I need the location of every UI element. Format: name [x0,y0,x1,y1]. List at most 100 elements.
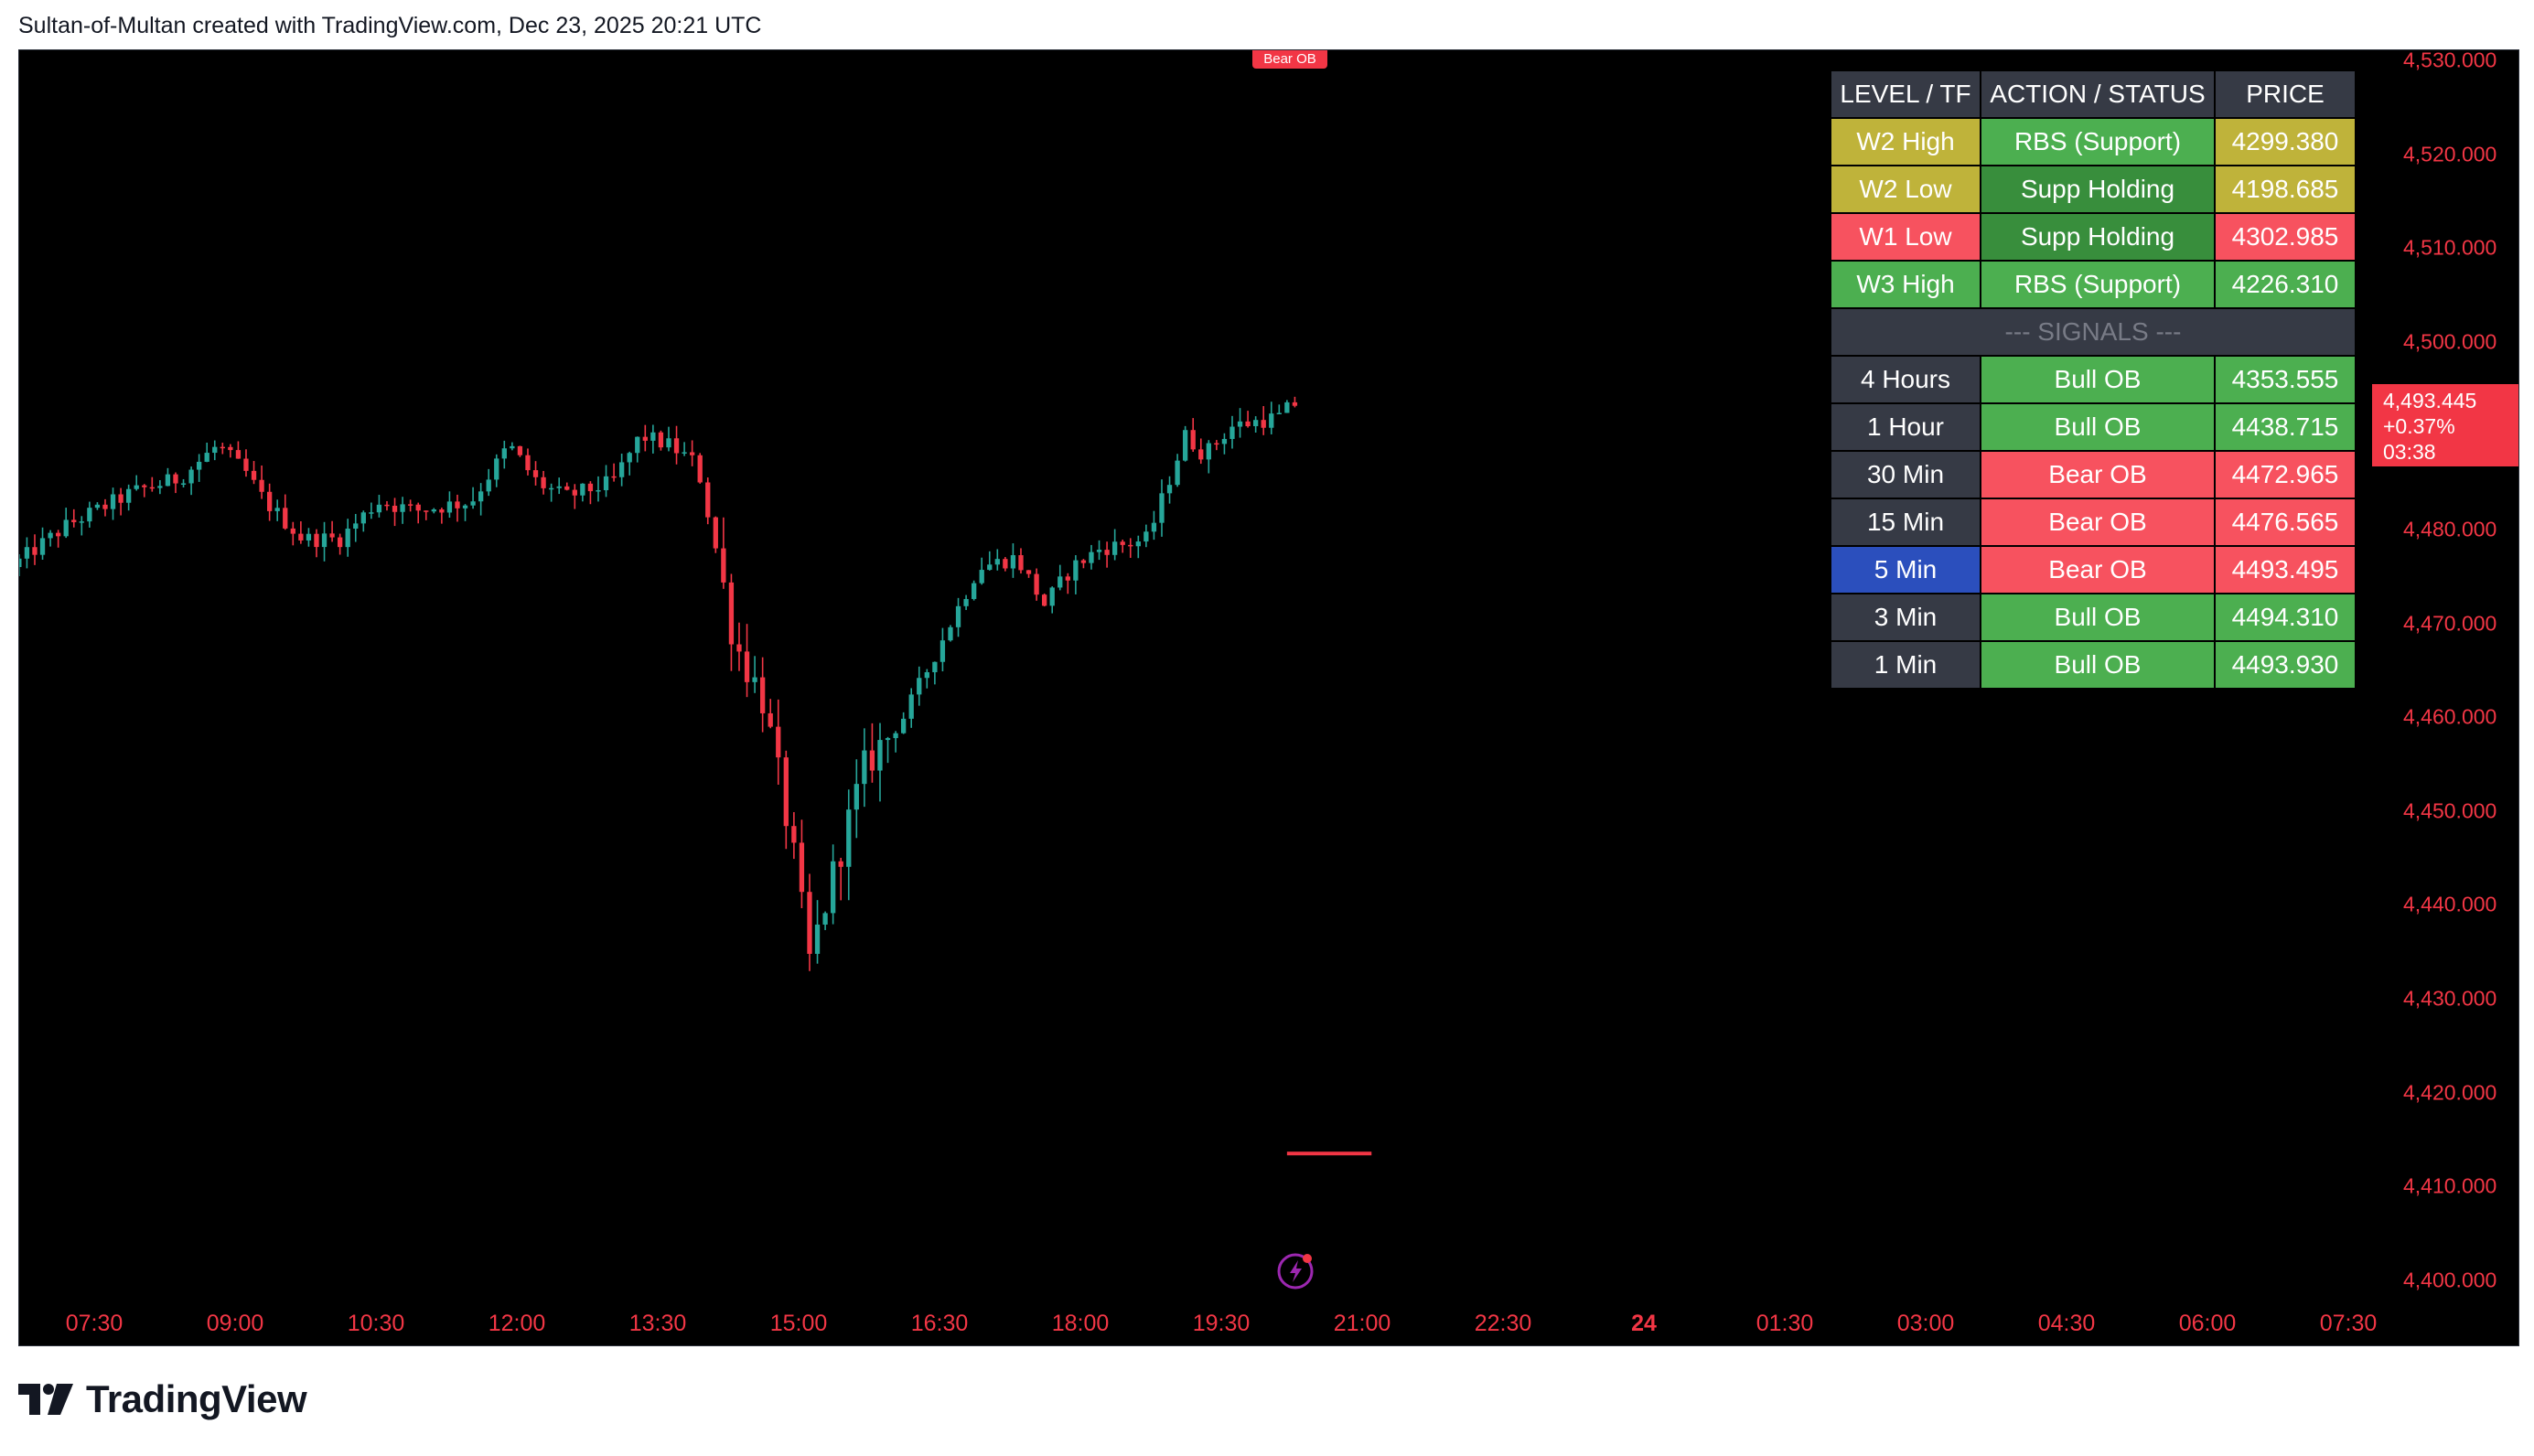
candle-body [1089,551,1094,563]
candle-body [134,485,139,489]
lightning-bolt-icon[interactable] [1276,1248,1318,1290]
candle-body [642,436,648,441]
candle-body [611,476,617,478]
candle-body [470,501,476,506]
candlestick-chart[interactable] [19,50,2518,1345]
candle-body [854,784,859,810]
candle-body [721,548,726,583]
price-cell: 4472.965 [2214,450,2357,499]
price-cell: 4438.715 [2214,402,2357,452]
candle-body [885,738,891,741]
candle-body [736,644,742,652]
candle-body [439,509,445,513]
candle-body [173,474,178,484]
candle-body [587,483,594,492]
candle-body [877,740,883,771]
candle-body [635,436,640,454]
candle-body [814,924,821,954]
candle-body [618,462,625,477]
signal-row: 1 Hour Bull OB 4438.715 [1830,402,2357,452]
timeframe-cell: 3 Min [1830,593,1981,642]
price-cell: 4493.930 [2214,640,2357,690]
candle-body [360,512,366,524]
candle-body [603,476,609,490]
time-tick-label: 09:00 [206,1311,264,1336]
candle-body [329,533,335,538]
candle-body [353,523,359,530]
candle-body [979,570,984,583]
candle-body [822,913,828,925]
candle-body [1151,522,1157,532]
candle-body [1175,460,1180,486]
tradingview-logo[interactable]: TradingView [18,1377,307,1420]
candle-body [1261,420,1266,428]
candle-body [204,453,209,462]
time-tick-label: 19:30 [1192,1311,1251,1336]
time-tick-label: 07:30 [65,1311,123,1336]
candle-body [455,501,460,509]
signal-cell: Bear OB [1980,450,2216,499]
time-tick-label: 18:00 [1051,1311,1110,1336]
candle-body [1058,576,1063,588]
candle-body [580,483,585,496]
price-axis[interactable]: 4,530.0004,520.0004,510.0004,500.0004,49… [2387,50,2518,1345]
price-cell: 4353.555 [2214,355,2357,404]
candle-body [415,504,421,511]
candle-body [994,559,1000,565]
candle-body [689,452,695,455]
candle-body [251,470,257,480]
time-tick-label: 21:00 [1333,1311,1391,1336]
candle-body [971,583,977,599]
candle-body [752,677,757,682]
candle-body [306,533,312,541]
candle-body [32,547,38,555]
candle-body [79,521,84,523]
candle-body [1229,426,1235,439]
candle-body [125,488,132,503]
level-cell: W1 Low [1830,212,1981,262]
candle-body [776,726,781,758]
candle-body [446,501,453,513]
candles [19,396,1298,971]
table-header-row: LEVEL / TF ACTION / STATUS PRICE [1830,70,2357,119]
status-cell: Supp Holding [1980,212,2216,262]
candle-body [908,694,914,719]
signal-table: LEVEL / TF ACTION / STATUS PRICE W2 High RBS… [1830,70,2357,690]
table-header-cell: LEVEL / TF [1830,70,1981,119]
chart-caption: Sultan-of-Multan created with TradingVie… [18,13,762,38]
candle-body [1221,438,1228,444]
candle-body [924,672,929,679]
candle-body [1003,559,1008,569]
signal-cell: Bull OB [1980,402,2216,452]
candle-body [1128,544,1133,547]
candle-body [955,605,961,627]
candle-body [830,861,836,914]
candle-body [424,510,429,512]
price-tick-label: 4,420.000 [2403,1080,2497,1105]
time-tick-label: 22:30 [1474,1311,1532,1336]
candle-body [807,892,812,954]
timeframe-cell: 30 Min [1830,450,1981,499]
candle-body [345,529,350,548]
candle-body [705,482,711,518]
candle-body [1018,555,1024,571]
candle-body [212,446,218,454]
signal-cell: Bull OB [1980,355,2216,404]
candle-body [1245,421,1251,426]
candle-body [548,487,554,490]
price-tick-label: 4,470.000 [2403,611,2497,636]
time-tick-label: 12:00 [488,1311,546,1336]
chart-area[interactable]: Bear OB LEVEL / TF ACTION / STATUS PRICE W2… [18,49,2519,1346]
signals-separator-row: --- SIGNALS --- [1830,307,2357,357]
bear-ob-tag: Bear OB [1252,50,1327,69]
time-tick-label: 13:30 [628,1311,687,1336]
price-tick-label: 4,510.000 [2403,235,2497,260]
candle-body [494,458,499,480]
time-tick-label: 01:30 [1756,1311,1814,1336]
candle-body [862,750,867,785]
candle-body [759,677,766,713]
signal-row: 30 Min Bear OB 4472.965 [1830,450,2357,499]
candle-body [290,528,295,534]
status-cell: RBS (Support) [1980,117,2216,166]
candle-body [1206,443,1211,460]
